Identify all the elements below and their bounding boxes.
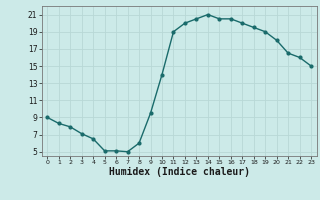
X-axis label: Humidex (Indice chaleur): Humidex (Indice chaleur) — [109, 167, 250, 177]
